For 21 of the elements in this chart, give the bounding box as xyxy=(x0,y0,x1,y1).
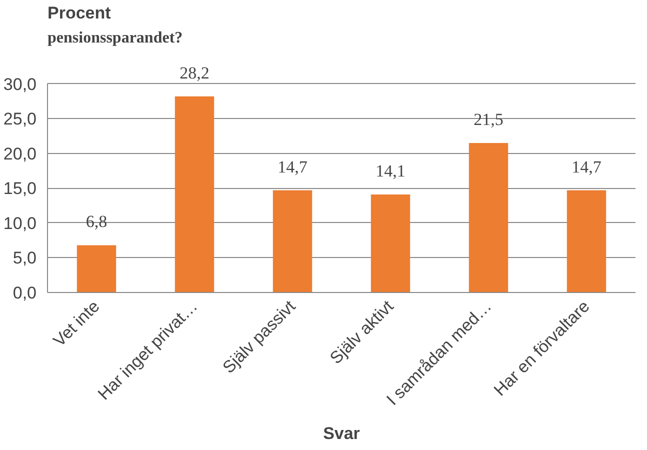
y-tick-label: 20,0 xyxy=(3,144,37,164)
y-tick-label: 30,0 xyxy=(3,74,37,94)
bar xyxy=(468,142,508,292)
y-tick-label: 5,0 xyxy=(12,248,37,268)
bar xyxy=(272,190,312,292)
bar xyxy=(566,190,606,292)
data-label: 14,1 xyxy=(376,161,406,180)
data-label: 28,2 xyxy=(180,63,210,82)
bar xyxy=(76,245,116,292)
x-tick-label: Vet inte xyxy=(50,296,104,350)
data-label: 14,7 xyxy=(572,157,602,176)
y-tick-label: 0,0 xyxy=(12,284,37,302)
data-label: 14,7 xyxy=(278,157,308,176)
y-tick-label: 15,0 xyxy=(3,179,37,198)
x-axis-title: Svar xyxy=(323,424,360,443)
bar xyxy=(174,96,214,292)
bar xyxy=(370,194,410,292)
y-tick-label: 25,0 xyxy=(3,110,37,129)
y-axis-title: Procent xyxy=(48,4,112,22)
chart-title: pensionssparandet? xyxy=(48,30,183,46)
y-tick-label: 10,0 xyxy=(3,214,37,233)
